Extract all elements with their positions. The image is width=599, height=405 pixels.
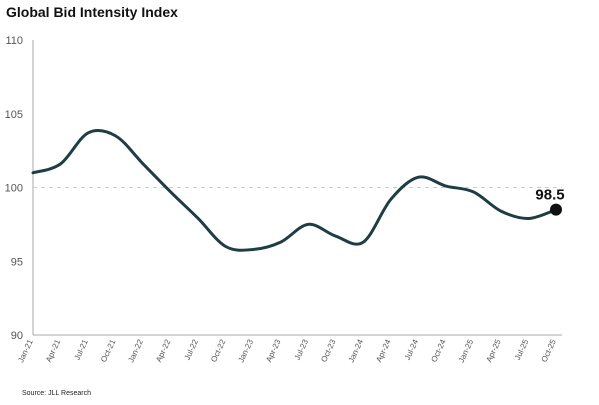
x-tick-label: Oct-22 bbox=[209, 338, 228, 364]
x-tick-label: Apr-25 bbox=[484, 338, 503, 364]
x-tick-label: Jul-24 bbox=[403, 338, 421, 362]
x-tick-label: Jan-22 bbox=[126, 338, 145, 364]
y-tick-label: 110 bbox=[5, 35, 23, 47]
end-point-marker bbox=[550, 203, 562, 216]
x-tick-label: Oct-25 bbox=[540, 338, 559, 364]
series-line bbox=[31, 128, 558, 252]
x-tick-label: Oct-23 bbox=[319, 338, 338, 364]
x-tick-label: Jan-23 bbox=[237, 338, 256, 364]
y-tick-label: 105 bbox=[5, 109, 23, 121]
x-tick-label: Jul-23 bbox=[293, 338, 311, 362]
y-tick-label: 100 bbox=[5, 183, 23, 195]
x-tick-label: Jul-21 bbox=[72, 338, 90, 362]
x-tick-label: Apr-23 bbox=[264, 338, 283, 364]
x-tick-label: Jul-22 bbox=[183, 338, 201, 362]
x-tick-label: Jul-25 bbox=[513, 338, 531, 362]
source-note: Source: JLL Research bbox=[22, 390, 91, 397]
chart-title: Global Bid Intensity Index bbox=[6, 4, 178, 20]
x-tick-label: Oct-24 bbox=[429, 338, 448, 364]
x-tick-label: Apr-21 bbox=[44, 338, 63, 364]
x-tick-label: Apr-22 bbox=[154, 338, 173, 364]
x-tick-label: Apr-24 bbox=[374, 338, 393, 364]
y-tick-label: 90 bbox=[11, 330, 23, 342]
end-value-label: 98.5 bbox=[535, 187, 564, 204]
x-tick-labels: Jan-21 Apr-21 Jul-21 Oct-21 Jan-22 Apr-22 Jul-… bbox=[16, 338, 558, 364]
y-tick-label: 95 bbox=[11, 256, 23, 268]
y-tick-labels: 90 95 100 105 110 bbox=[5, 35, 23, 342]
x-tick-label: Jan-24 bbox=[347, 338, 366, 364]
x-tick-label: Jan-25 bbox=[457, 338, 476, 364]
x-tick-label: Oct-21 bbox=[99, 338, 118, 364]
